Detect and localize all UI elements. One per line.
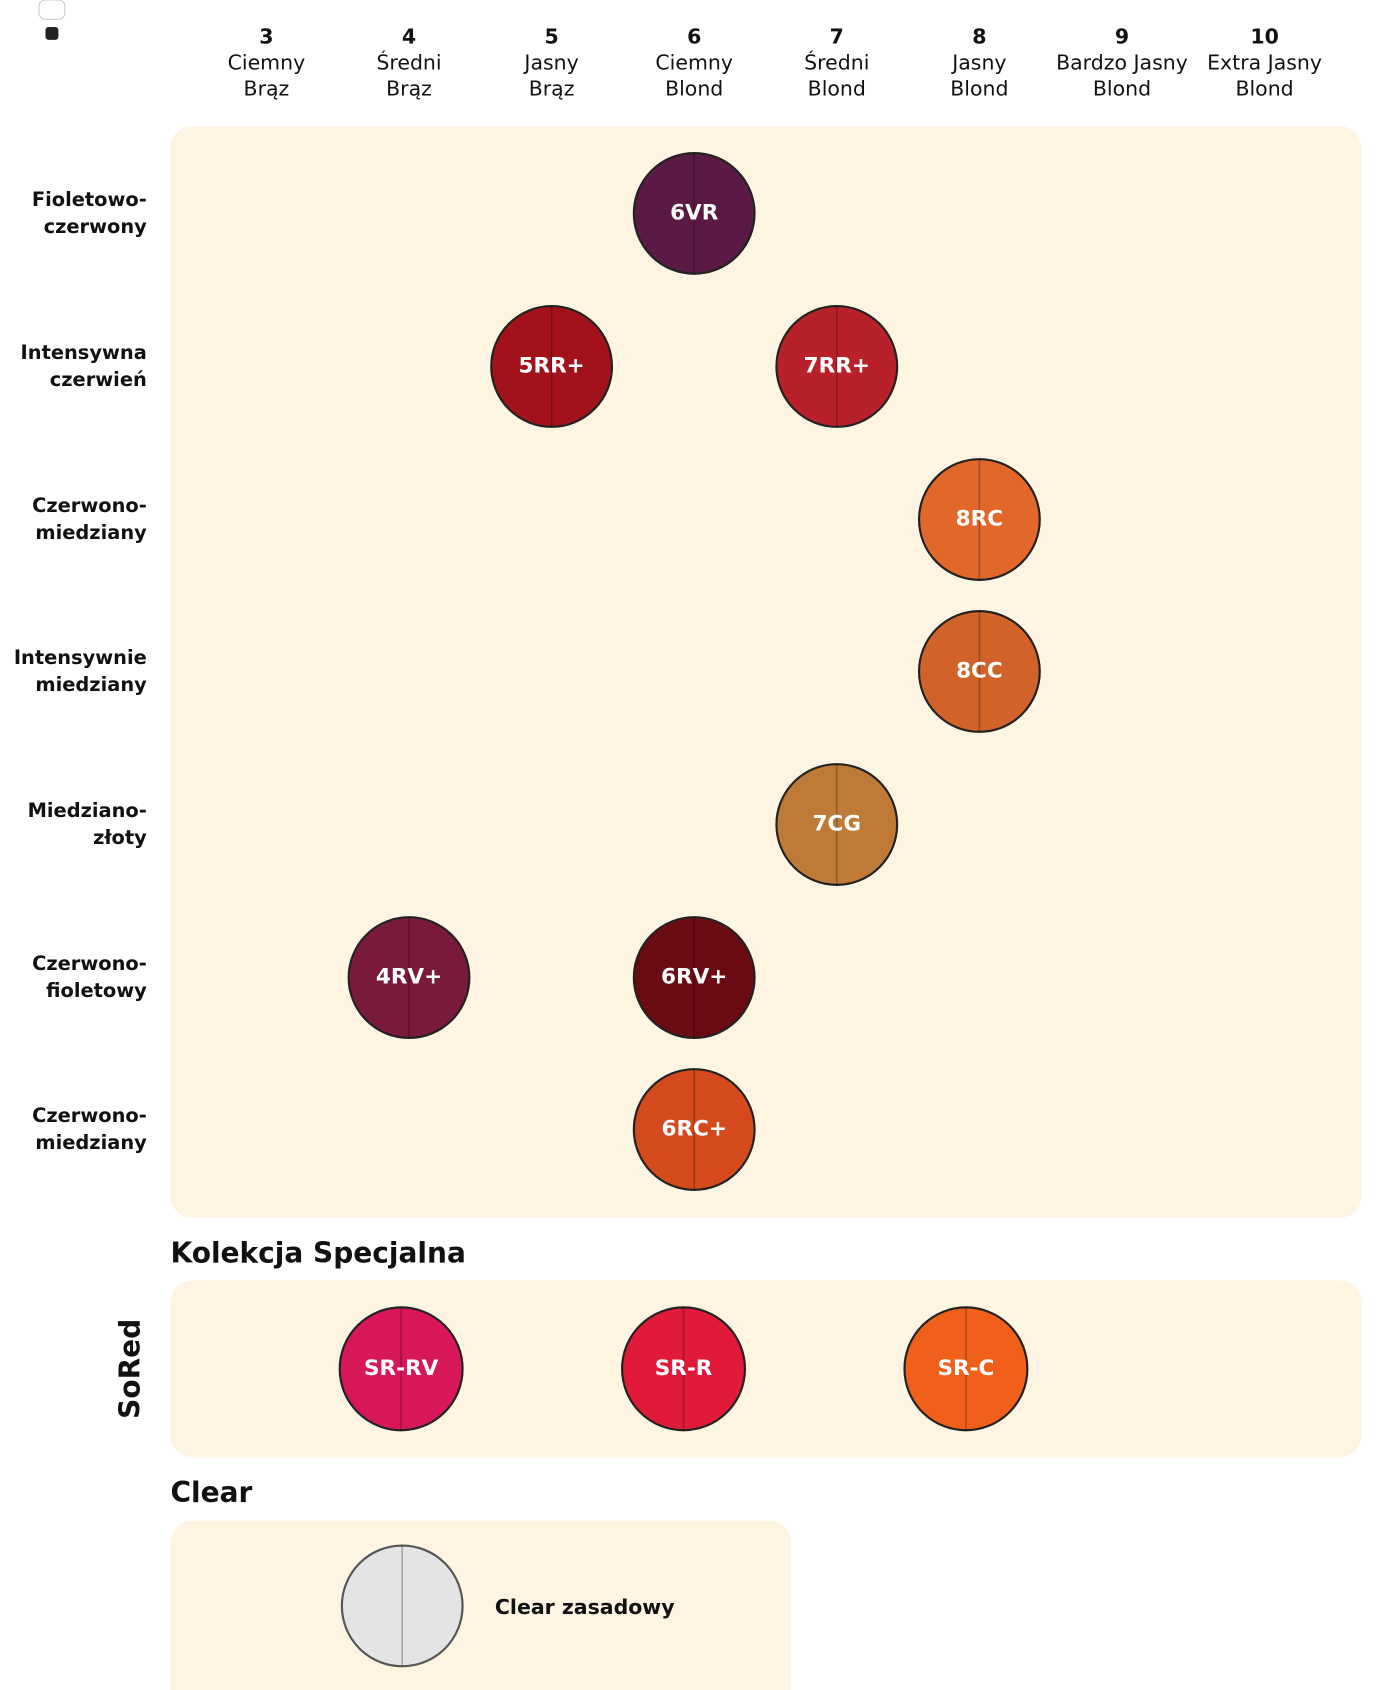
row-label: czerwony <box>44 215 148 238</box>
column-name: Bardzo Jasny <box>1056 51 1188 75</box>
column-number: 4 <box>402 25 416 49</box>
swatch-code: SR-RV <box>364 1356 439 1381</box>
row-label: Fioletowo- <box>32 188 147 211</box>
column-name: Blond <box>1093 76 1151 100</box>
swatch-code: SR-C <box>937 1356 994 1381</box>
column-name: Ciemny <box>655 51 733 75</box>
column-name: Extra Jasny <box>1207 51 1322 75</box>
column-name: Średni <box>804 50 869 75</box>
column-name: Blond <box>1235 76 1293 100</box>
row-label: Czerwono- <box>32 1104 147 1127</box>
row-label: miedziany <box>35 1131 147 1154</box>
swatch-code: 6VR <box>670 200 719 225</box>
column-name: Blond <box>808 76 866 100</box>
swatch-code: SR-R <box>655 1356 713 1381</box>
column-name: Ciemny <box>228 51 306 75</box>
column-number: 9 <box>1115 25 1129 49</box>
swatch-code: 6RC+ <box>661 1117 726 1142</box>
section-title: Clear <box>170 1476 252 1509</box>
column-number: 6 <box>687 25 701 49</box>
swatch-code: 6RV+ <box>661 965 727 990</box>
swatch-code: 5RR+ <box>518 353 584 378</box>
row-label: miedziany <box>35 521 147 544</box>
row-label: Czerwono- <box>32 494 147 517</box>
column-number: 10 <box>1250 25 1278 49</box>
swatch-code: 7CG <box>813 812 862 837</box>
column-name: Blond <box>950 76 1008 100</box>
main-panel <box>170 126 1361 1218</box>
color-chart: Kolekcja Specjalna Clear 3CiemnyBrąz4Śre… <box>0 0 1380 1690</box>
column-name: Jasny <box>950 51 1006 75</box>
row-label: miedziany <box>35 673 147 696</box>
clear-panel <box>170 1521 791 1690</box>
column-name: Brąz <box>529 76 575 100</box>
swatch-code: 8RC <box>956 507 1003 532</box>
row-label: Intensywna <box>21 341 147 364</box>
column-name: Jasny <box>522 51 578 75</box>
column-name: Średni <box>376 50 441 75</box>
column-name: Brąz <box>244 76 290 100</box>
bottle-icon <box>39 0 65 40</box>
swatch-code: 7RR+ <box>804 353 870 378</box>
row-label: Czerwono- <box>32 952 147 975</box>
swatch-code: 4RV+ <box>376 965 442 990</box>
row-label: czerwień <box>50 368 147 391</box>
swatch-code: 8CC <box>956 658 1003 683</box>
row-label: Miedziano- <box>28 799 147 822</box>
column-number: 8 <box>972 25 986 49</box>
row-label: SoRed <box>114 1319 147 1419</box>
swatch-label: Clear zasadowy <box>495 1595 675 1619</box>
column-name: Blond <box>665 76 723 100</box>
row-label: fioletowy <box>46 979 147 1002</box>
column-number: 3 <box>259 25 273 49</box>
row-label: Intensywnie <box>14 646 147 669</box>
column-number: 5 <box>544 25 558 49</box>
column-name: Brąz <box>386 76 432 100</box>
column-number: 7 <box>830 25 844 49</box>
section-title: Kolekcja Specjalna <box>170 1237 465 1270</box>
row-label: złoty <box>93 826 147 849</box>
page: Kolekcja Specjalna Clear 3CiemnyBrąz4Śre… <box>0 0 1380 1690</box>
